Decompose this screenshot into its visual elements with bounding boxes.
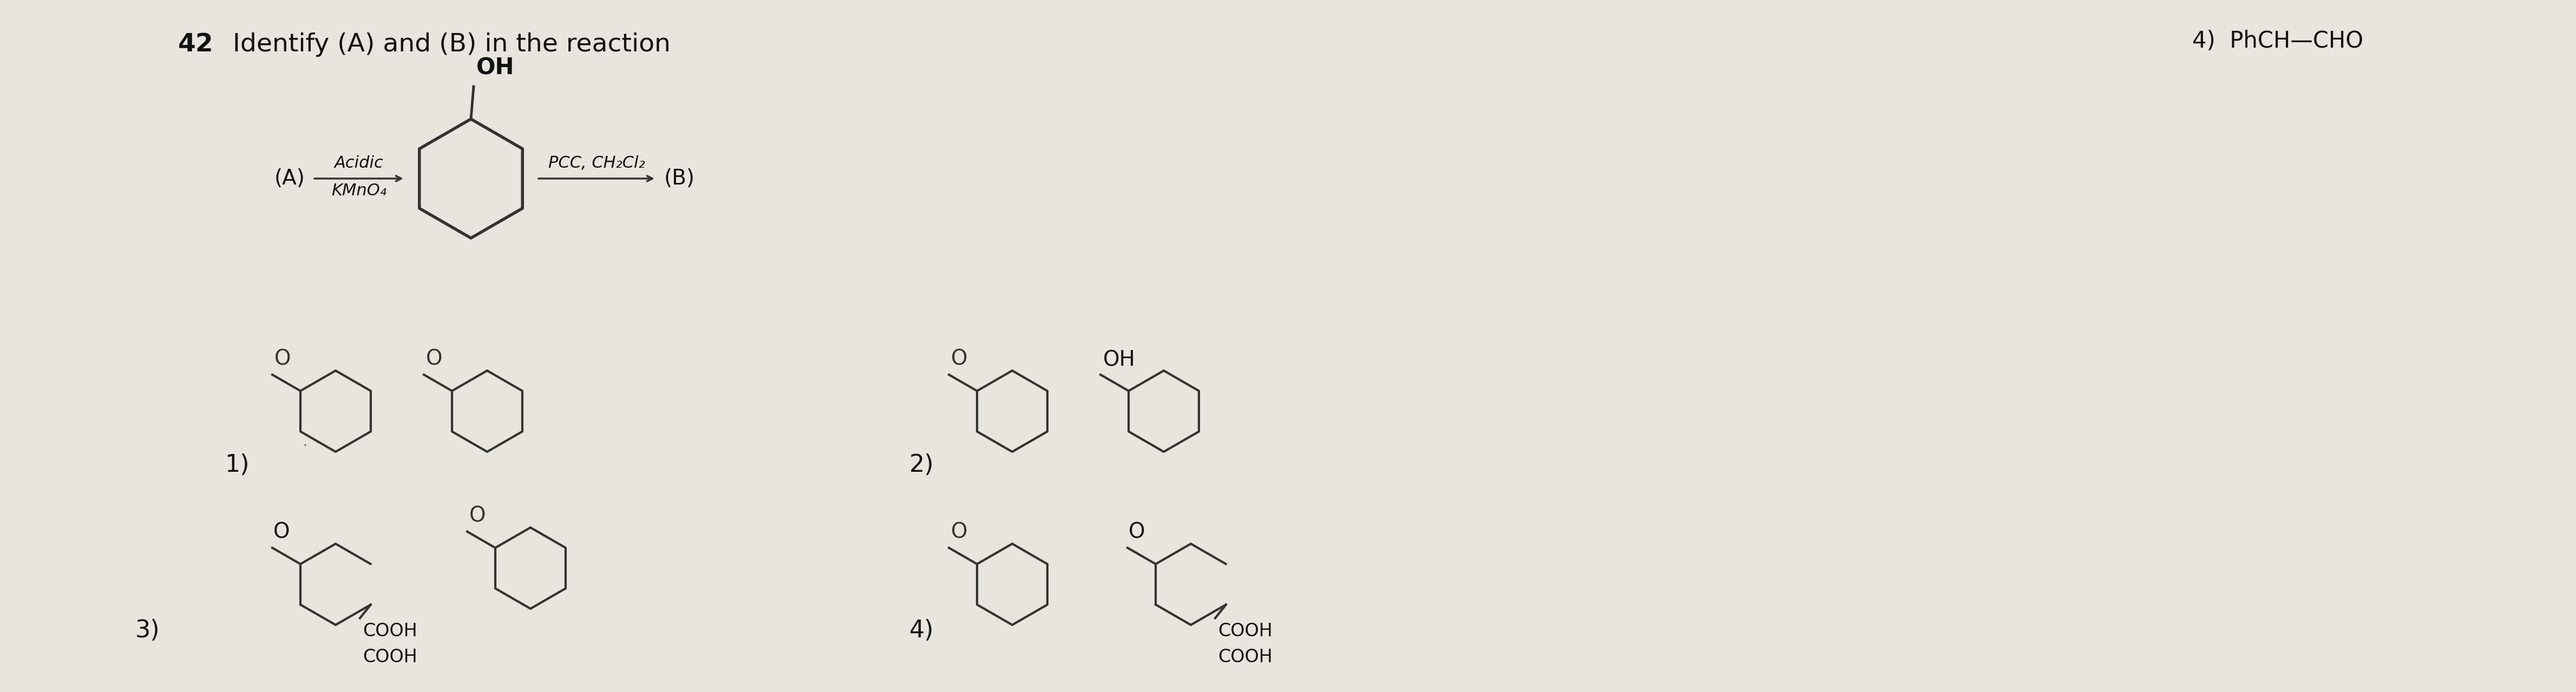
Text: COOH: COOH: [363, 623, 417, 640]
Text: OH: OH: [1103, 349, 1136, 370]
Text: COOH: COOH: [1218, 648, 1273, 666]
Text: KMnO₄: KMnO₄: [332, 183, 386, 199]
Text: 1): 1): [224, 454, 250, 477]
Text: Acidic: Acidic: [335, 155, 384, 171]
Text: 4)  PhCH—CHO: 4) PhCH—CHO: [2192, 30, 2362, 53]
Text: COOH: COOH: [1218, 623, 1273, 640]
Text: O: O: [951, 349, 969, 370]
Text: O: O: [951, 522, 969, 543]
Text: COOH: COOH: [363, 648, 417, 666]
Text: O: O: [1128, 522, 1146, 543]
Text: 4): 4): [909, 619, 935, 642]
Text: 2): 2): [909, 454, 935, 477]
Text: 42: 42: [178, 33, 214, 57]
Text: O: O: [469, 506, 487, 526]
Text: (A): (A): [273, 168, 304, 189]
Text: (B): (B): [665, 168, 696, 189]
Text: .: .: [301, 436, 307, 449]
Text: O: O: [276, 349, 291, 370]
Text: PCC, CH₂Cl₂: PCC, CH₂Cl₂: [549, 155, 644, 171]
Text: Identify (A) and (B) in the reaction: Identify (A) and (B) in the reaction: [232, 33, 670, 57]
Text: OH: OH: [477, 57, 515, 80]
Text: 3): 3): [137, 619, 160, 642]
Text: O: O: [273, 522, 291, 543]
Text: O: O: [425, 349, 443, 370]
